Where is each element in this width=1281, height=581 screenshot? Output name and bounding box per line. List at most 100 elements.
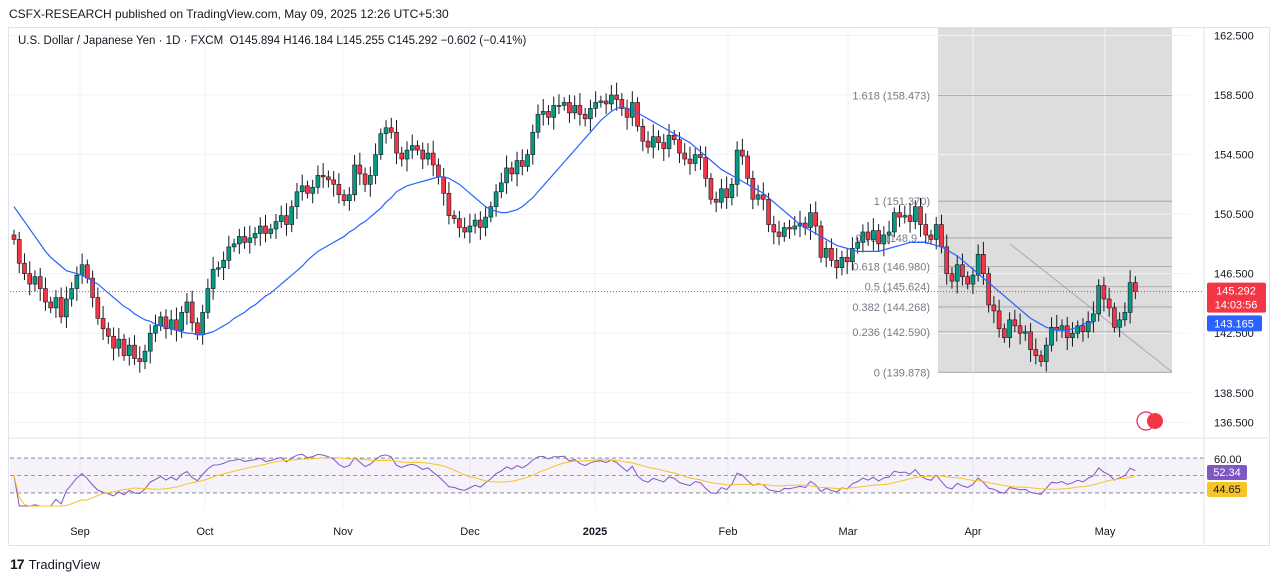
candle-body <box>1085 321 1091 333</box>
candle-body <box>703 157 708 179</box>
candle-body <box>514 160 520 175</box>
candle-body <box>394 131 399 154</box>
candle-body <box>221 259 226 269</box>
candle-body <box>142 350 148 362</box>
candle-body <box>954 264 960 282</box>
chart-frame <box>8 27 1270 546</box>
highlight-range <box>938 28 1172 373</box>
candle-body <box>320 175 326 178</box>
candle-body <box>257 225 263 234</box>
candle-body <box>1028 331 1033 350</box>
x-tick-label: Dec <box>460 526 480 538</box>
candle-body <box>1101 285 1107 300</box>
candle-body <box>609 94 614 105</box>
candle-body <box>546 111 551 118</box>
sma-line <box>13 106 1094 336</box>
candle-body <box>986 273 991 306</box>
countdown-value: 14:03:56 <box>1215 300 1258 312</box>
candle-body <box>1122 312 1128 321</box>
candle-body <box>991 304 997 312</box>
candle-body <box>729 184 735 199</box>
candle-body <box>1043 344 1049 362</box>
candle-body <box>158 316 164 327</box>
candle-body <box>829 248 834 261</box>
candle-body <box>1096 285 1101 315</box>
candle-body <box>263 225 268 234</box>
candle-body <box>907 215 913 222</box>
candle-body <box>1091 313 1096 322</box>
candle-body <box>420 149 426 160</box>
candle-body <box>551 105 557 118</box>
candle-body <box>237 236 242 245</box>
candle-body <box>37 276 43 289</box>
candle-body <box>137 358 143 362</box>
candle-body <box>210 268 216 289</box>
candle-body <box>294 191 300 207</box>
candle-body <box>918 206 923 225</box>
candle-body <box>624 108 630 118</box>
candle-body <box>1017 325 1023 334</box>
candle-body <box>750 178 756 200</box>
candle-body <box>540 111 546 115</box>
fib-trend-line <box>1009 243 1173 373</box>
candle-body <box>252 233 258 239</box>
candle-body <box>504 167 509 184</box>
candle-body <box>226 246 232 261</box>
candle-body <box>650 136 656 148</box>
candle-body <box>189 301 195 324</box>
candle-body <box>677 139 682 154</box>
candle-body <box>781 227 787 237</box>
candle-body <box>74 274 80 289</box>
candle-body <box>368 175 373 185</box>
candle-body <box>902 215 908 218</box>
candle-body <box>1033 349 1039 356</box>
fib-level-label: 1 (151.370) <box>874 196 930 208</box>
x-tick-label: May <box>1095 526 1116 538</box>
candle-body <box>64 298 69 318</box>
candle-body <box>69 288 74 300</box>
x-tick-label: Feb <box>719 526 738 538</box>
candle-body <box>1070 332 1075 339</box>
candle-body <box>273 221 279 230</box>
candle-body <box>996 310 1002 330</box>
candle-body <box>326 176 331 181</box>
candle-body <box>761 194 766 200</box>
fib-level-label: 0.382 (144.268) <box>852 302 930 314</box>
y-tick-label: 154.500 <box>1214 150 1254 162</box>
candle-body <box>106 328 111 337</box>
candle-body <box>478 219 483 228</box>
candle-body <box>598 100 604 103</box>
candle-body <box>268 228 274 234</box>
candle-body <box>436 164 441 178</box>
tradingview-footer[interactable]: 17 TradingView <box>10 556 100 572</box>
candle-body <box>933 224 939 240</box>
candle-body <box>949 273 955 282</box>
candle-body <box>1117 319 1122 328</box>
candle-body <box>572 105 577 114</box>
candle-body <box>48 301 53 309</box>
candle-body <box>1007 319 1012 339</box>
candle-body <box>1049 326 1054 346</box>
candle-body <box>965 276 970 285</box>
candle-body <box>970 274 976 285</box>
candle-body <box>278 215 284 222</box>
candle-body <box>740 149 745 157</box>
candle-body <box>671 134 677 140</box>
rsi-tick-label: 60.00 <box>1214 454 1242 466</box>
candle-body <box>808 212 813 228</box>
candle-body <box>483 216 488 228</box>
candle-body <box>582 114 588 120</box>
candle-body <box>897 212 902 218</box>
candle-body <box>645 140 651 148</box>
candle-body <box>462 227 467 233</box>
rsi-line <box>13 453 1136 507</box>
ma-price-badge <box>1207 315 1262 332</box>
fib-level-label: 0.618 (146.980) <box>852 262 930 274</box>
candle-body <box>446 192 452 216</box>
candle-body <box>719 188 724 203</box>
candle-body <box>126 344 132 356</box>
candle-body <box>388 127 394 133</box>
candle-body <box>661 142 667 149</box>
candle-body <box>839 257 845 269</box>
